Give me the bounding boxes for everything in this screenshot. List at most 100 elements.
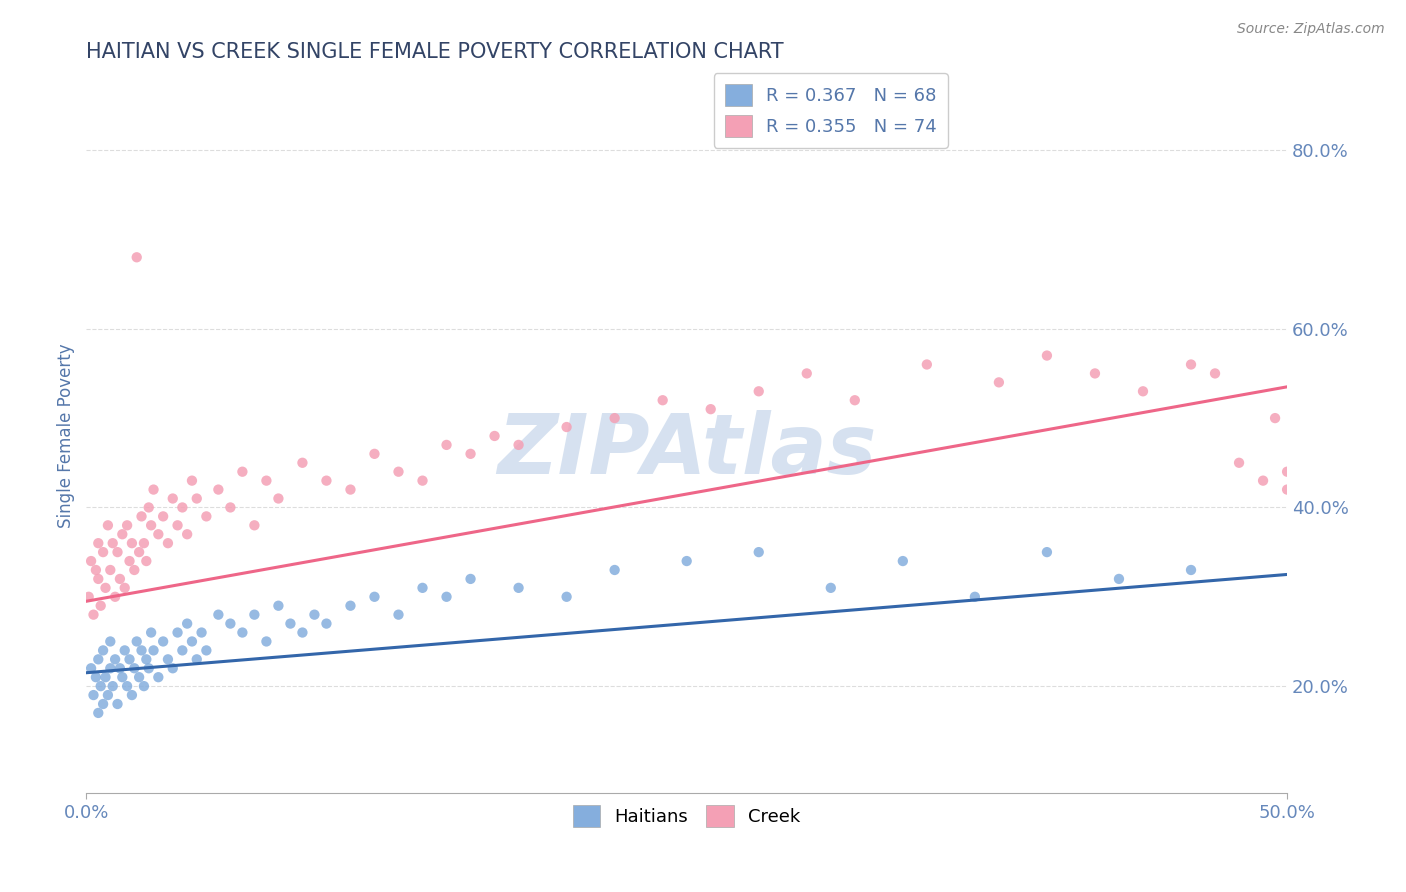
Point — [387, 607, 409, 622]
Point — [1180, 563, 1202, 577]
Point — [87, 536, 110, 550]
Point — [254, 474, 277, 488]
Point — [148, 670, 170, 684]
Point — [107, 545, 129, 559]
Point — [138, 661, 160, 675]
Point — [156, 536, 179, 550]
Point — [748, 545, 770, 559]
Point — [94, 670, 117, 684]
Point — [195, 509, 218, 524]
Point — [231, 625, 253, 640]
Point — [508, 581, 530, 595]
Point — [1132, 384, 1154, 399]
Point — [315, 474, 337, 488]
Point — [87, 652, 110, 666]
Point — [114, 643, 136, 657]
Point — [1084, 367, 1107, 381]
Point — [1036, 545, 1059, 559]
Point — [1251, 474, 1274, 488]
Point — [172, 500, 194, 515]
Point — [166, 518, 188, 533]
Point — [267, 599, 290, 613]
Point — [90, 599, 112, 613]
Point — [107, 697, 129, 711]
Point — [156, 652, 179, 666]
Point — [339, 483, 361, 497]
Point — [148, 527, 170, 541]
Point — [101, 679, 124, 693]
Point — [675, 554, 697, 568]
Point — [1204, 367, 1226, 381]
Point — [339, 599, 361, 613]
Point — [190, 625, 212, 640]
Point — [176, 527, 198, 541]
Point — [176, 616, 198, 631]
Point — [162, 491, 184, 506]
Point — [104, 590, 127, 604]
Point — [121, 536, 143, 550]
Point — [131, 509, 153, 524]
Point — [128, 545, 150, 559]
Point — [114, 581, 136, 595]
Point — [207, 607, 229, 622]
Point — [436, 590, 458, 604]
Point — [162, 661, 184, 675]
Point — [91, 697, 114, 711]
Point — [82, 607, 104, 622]
Point — [98, 661, 121, 675]
Point — [387, 465, 409, 479]
Point — [135, 554, 157, 568]
Point — [118, 554, 141, 568]
Point — [152, 634, 174, 648]
Point — [84, 563, 107, 577]
Point — [118, 652, 141, 666]
Y-axis label: Single Female Poverty: Single Female Poverty — [58, 343, 75, 528]
Point — [91, 545, 114, 559]
Point — [484, 429, 506, 443]
Point — [139, 625, 162, 640]
Point — [460, 572, 482, 586]
Point — [98, 563, 121, 577]
Point — [125, 634, 148, 648]
Legend: Haitians, Creek: Haitians, Creek — [565, 797, 807, 834]
Point — [291, 456, 314, 470]
Point — [132, 536, 155, 550]
Point — [267, 491, 290, 506]
Point — [138, 500, 160, 515]
Point — [115, 679, 138, 693]
Point — [87, 706, 110, 720]
Point — [243, 518, 266, 533]
Point — [231, 465, 253, 479]
Point — [128, 670, 150, 684]
Point — [603, 411, 626, 425]
Point — [90, 679, 112, 693]
Point — [820, 581, 842, 595]
Point — [77, 590, 100, 604]
Point — [1108, 572, 1130, 586]
Point — [80, 661, 103, 675]
Text: HAITIAN VS CREEK SINGLE FEMALE POVERTY CORRELATION CHART: HAITIAN VS CREEK SINGLE FEMALE POVERTY C… — [86, 42, 785, 62]
Point — [97, 688, 120, 702]
Point — [181, 474, 204, 488]
Point — [796, 367, 818, 381]
Point — [84, 670, 107, 684]
Point — [254, 634, 277, 648]
Point — [412, 581, 434, 595]
Point — [108, 661, 131, 675]
Point — [603, 563, 626, 577]
Point — [243, 607, 266, 622]
Point — [94, 581, 117, 595]
Point — [91, 643, 114, 657]
Point — [748, 384, 770, 399]
Point — [219, 500, 242, 515]
Point — [172, 643, 194, 657]
Point — [280, 616, 302, 631]
Point — [132, 679, 155, 693]
Point — [915, 358, 938, 372]
Point — [1180, 358, 1202, 372]
Point — [115, 518, 138, 533]
Point — [555, 590, 578, 604]
Point — [101, 536, 124, 550]
Point — [436, 438, 458, 452]
Point — [207, 483, 229, 497]
